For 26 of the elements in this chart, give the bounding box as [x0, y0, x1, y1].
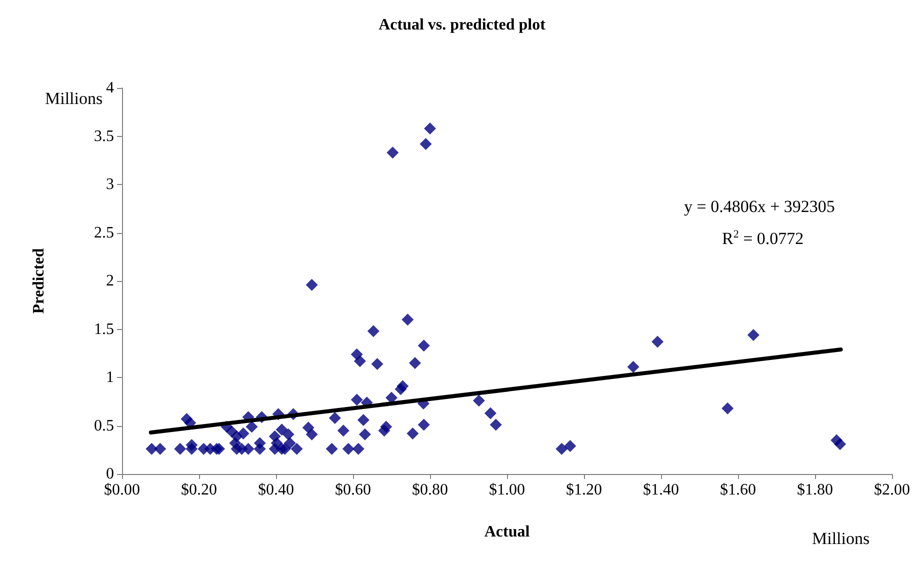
- x-tick-label: $1.20: [566, 482, 602, 498]
- y-tick-label: 1: [106, 369, 114, 386]
- x-tick-label: $0.20: [181, 482, 217, 498]
- y-tick-label: 4: [106, 80, 114, 96]
- y-tick-label: 2: [106, 272, 114, 290]
- x-tick-label: $1.00: [489, 482, 525, 498]
- x-tick-label: $1.60: [720, 482, 756, 498]
- x-tick-label: $1.80: [797, 482, 833, 498]
- x-axis-title: Actual: [484, 524, 530, 540]
- y-tick-label: 0.5: [94, 417, 114, 434]
- y-tick-label: 1.5: [94, 320, 114, 338]
- y-tick-label: 0: [106, 466, 114, 482]
- annotation: y = 0.4806x + 392305: [684, 197, 835, 216]
- y-tick-label: 3: [106, 176, 114, 193]
- y-axis-title: Predicted: [30, 248, 48, 314]
- x-tick-label: $0.60: [335, 482, 371, 498]
- x-tick-label: $0.40: [258, 482, 294, 498]
- chart-title: Actual vs. predicted plot: [378, 16, 546, 34]
- y-tick-label: 2.5: [94, 224, 114, 242]
- x-tick-label: $0.80: [412, 482, 448, 498]
- x-tick-label: $1.40: [643, 482, 679, 498]
- y-tick-label: 3.5: [94, 128, 114, 145]
- x-tick-label: $0.00: [104, 482, 140, 498]
- text: Millions: [812, 529, 870, 548]
- x-tick-label: $2.00: [874, 482, 910, 498]
- text: Millions: [45, 89, 103, 108]
